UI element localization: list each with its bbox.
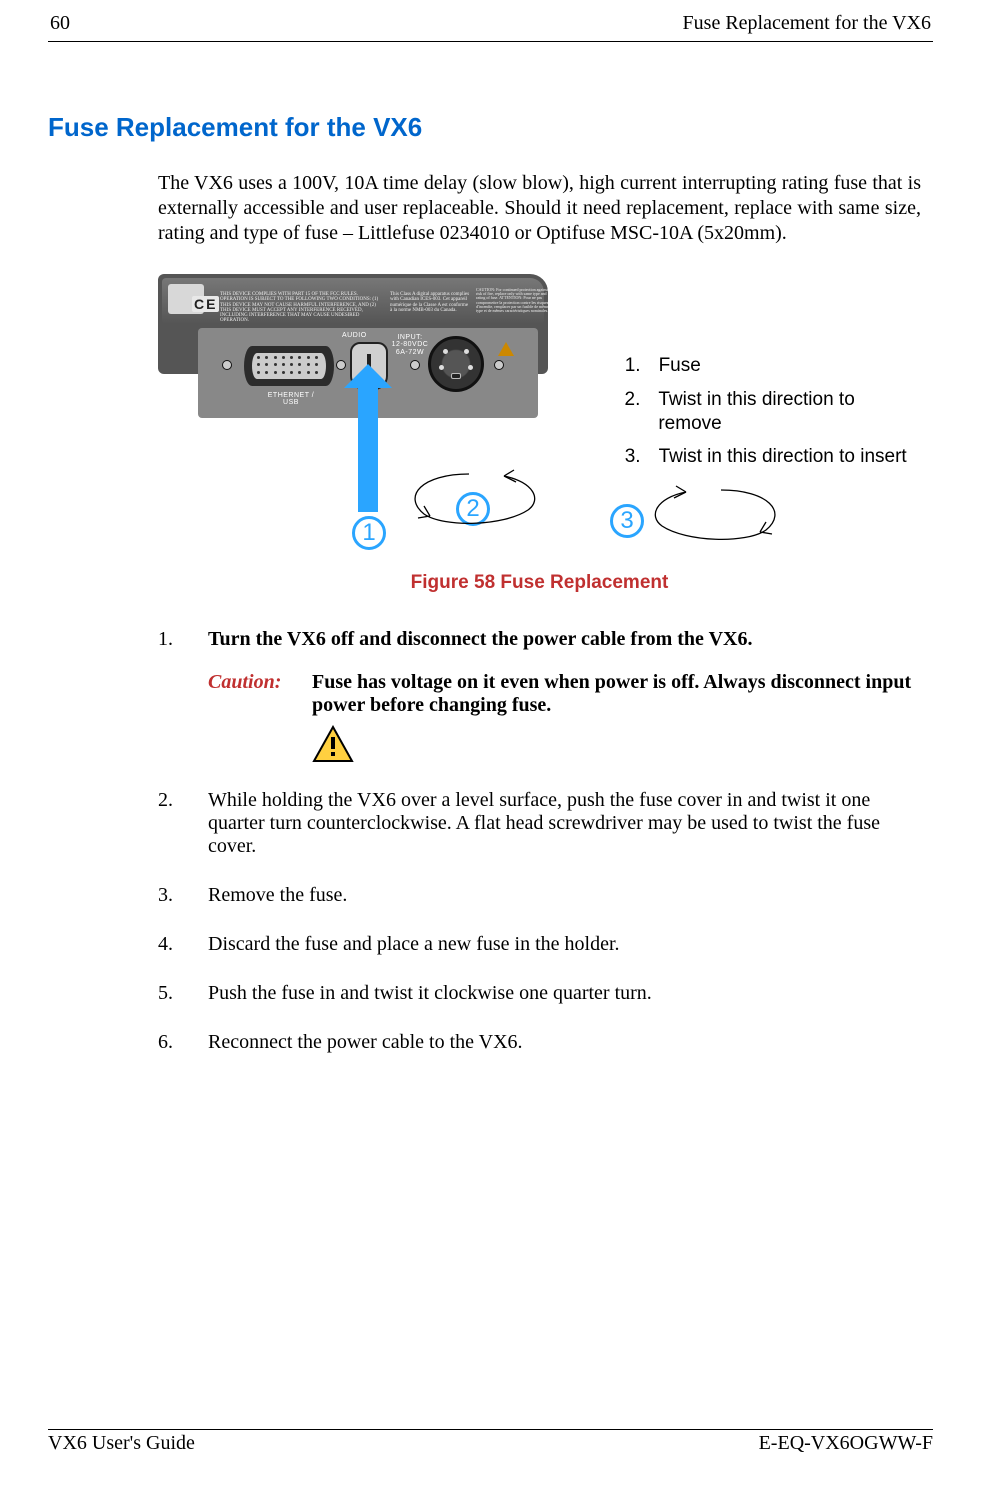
- ce-mark-icon: CE: [192, 296, 219, 312]
- legend-text: Twist in this direction to insert: [659, 445, 907, 469]
- callout-3: 3: [610, 504, 644, 538]
- legend-num: 1.: [619, 354, 641, 378]
- footer-right: E-EQ-VX6OGWW-F: [759, 1432, 933, 1455]
- caution-body: Fuse has voltage on it even when power i…: [312, 671, 921, 717]
- device-diagram: CE THIS DEVICE COMPLIES WITH PART 15 OF …: [158, 274, 555, 554]
- legend-text: Fuse: [659, 354, 701, 378]
- ices-text: This Class A digital apparatus complies …: [390, 292, 470, 313]
- legend-num: 3.: [619, 445, 641, 469]
- legend-item: 2. Twist in this direction to remove: [619, 388, 921, 436]
- step: 4. Discard the fuse and place a new fuse …: [158, 933, 921, 956]
- step-1-bold: Turn the VX6 off and disconnect the powe…: [208, 628, 752, 650]
- body: The VX6 uses a 100V, 10A time delay (slo…: [158, 171, 921, 1054]
- callout-1: 1: [352, 516, 386, 550]
- audio-label: AUDIO: [342, 332, 367, 339]
- legend-num: 2.: [619, 388, 641, 436]
- step: 2. While holding the VX6 over a level sur…: [158, 789, 921, 858]
- step-text: Push the fuse in and twist it clockwise …: [208, 982, 921, 1005]
- step-text: Discard the fuse and place a new fuse in…: [208, 933, 921, 956]
- step: 1. Turn the VX6 off and disconnect the p…: [158, 628, 921, 763]
- footer-left: VX6 User's Guide: [48, 1432, 195, 1455]
- procedure-steps: 1. Turn the VX6 off and disconnect the p…: [158, 628, 921, 1054]
- page: 60 Fuse Replacement for the VX6 Fuse Rep…: [0, 0, 981, 1493]
- step: 3. Remove the fuse.: [158, 884, 921, 907]
- intro-paragraph: The VX6 uses a 100V, 10A time delay (slo…: [158, 171, 921, 246]
- step-text: Turn the VX6 off and disconnect the powe…: [208, 628, 921, 763]
- fcc-text: THIS DEVICE COMPLIES WITH PART 15 OF THE…: [220, 292, 380, 324]
- step-num: 4.: [158, 933, 184, 956]
- screw-icon: [494, 360, 504, 370]
- caution-label: Caution:: [208, 671, 298, 694]
- figure-area: CE THIS DEVICE COMPLIES WITH PART 15 OF …: [158, 274, 921, 554]
- panel-upper-strip: CE THIS DEVICE COMPLIES WITH PART 15 OF …: [162, 278, 544, 324]
- vga-port-icon: [244, 346, 334, 386]
- cw-arrow-icon: [646, 482, 796, 544]
- section-title: Fuse Replacement for the VX6: [48, 112, 933, 143]
- step-num: 2.: [158, 789, 184, 858]
- figure-legend: 1. Fuse 2. Twist in this direction to remo…: [619, 274, 921, 479]
- page-footer: VX6 User's Guide E-EQ-VX6OGWW-F: [48, 1429, 933, 1455]
- step-num: 3.: [158, 884, 184, 907]
- step-num: 6.: [158, 1031, 184, 1054]
- step: 5. Push the fuse in and twist it clockwis…: [158, 982, 921, 1005]
- caution-text-panel: CAUTION: For continued protection agains…: [476, 288, 548, 313]
- footer-row: VX6 User's Guide E-EQ-VX6OGWW-F: [48, 1432, 933, 1455]
- warning-triangle-icon: [312, 725, 354, 763]
- screw-icon: [410, 360, 420, 370]
- step-text: Reconnect the power cable to the VX6.: [208, 1031, 921, 1054]
- running-title: Fuse Replacement for the VX6: [683, 12, 931, 35]
- legend-text: Twist in this direction to remove: [658, 388, 921, 436]
- step: 6. Reconnect the power cable to the VX6.: [158, 1031, 921, 1054]
- legend-item: 3. Twist in this direction to insert: [619, 445, 921, 469]
- callout-3-area: 3: [600, 478, 770, 558]
- page-header: 60 Fuse Replacement for the VX6: [48, 12, 933, 39]
- step-num: 1.: [158, 628, 184, 763]
- ccw-arrow-icon: [394, 466, 544, 528]
- caution-right: Fuse has voltage on it even when power i…: [312, 671, 921, 763]
- figure-caption: Figure 58 Fuse Replacement: [158, 572, 921, 594]
- power-connector-icon: [428, 336, 484, 392]
- legend-item: 1. Fuse: [619, 354, 921, 378]
- caution-block: Caution: Fuse has voltage on it even whe…: [208, 671, 921, 763]
- vga-pins-icon: [252, 353, 326, 379]
- step-text: Remove the fuse.: [208, 884, 921, 907]
- input-label: INPUT: 12-80VDC 6A-72W: [390, 334, 430, 356]
- hazard-triangle-icon: [498, 342, 514, 356]
- page-number: 60: [50, 12, 70, 35]
- step-text: While holding the VX6 over a level surfa…: [208, 789, 921, 858]
- ethernet-label: ETHERNET / USB: [246, 392, 336, 407]
- callout-arrow-icon: [358, 382, 378, 512]
- header-rule: [48, 41, 933, 42]
- screw-icon: [222, 360, 232, 370]
- step-num: 5.: [158, 982, 184, 1005]
- footer-rule: [48, 1429, 933, 1430]
